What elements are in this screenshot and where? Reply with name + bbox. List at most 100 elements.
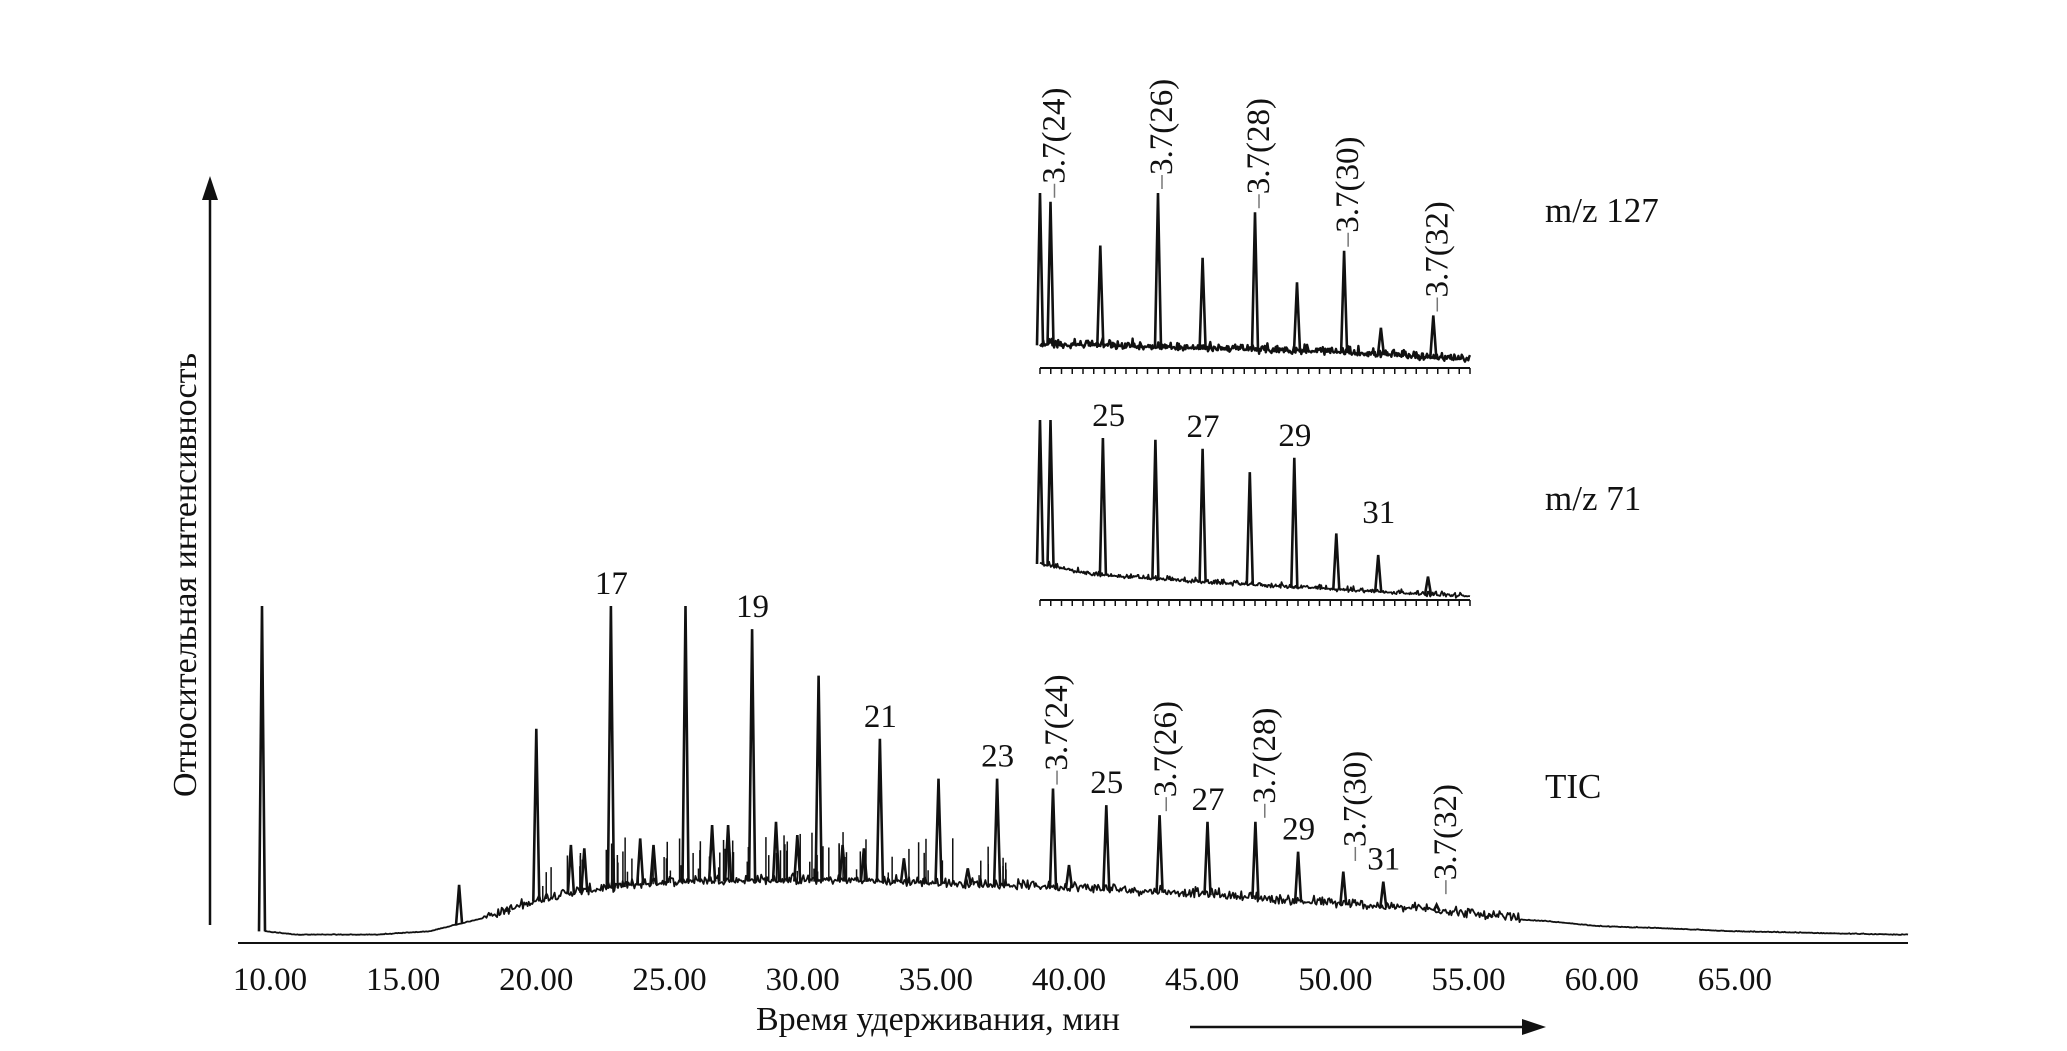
peak bbox=[747, 629, 757, 882]
peak bbox=[1373, 554, 1383, 593]
peak bbox=[1155, 815, 1164, 893]
trace-mz-127: 3.7(24) 3.7(26) 3.7(28) 3.7(30) 3.7(32) bbox=[1035, 79, 1472, 374]
x-tick-label: 40.00 bbox=[1032, 962, 1106, 998]
x-axis-title: Время удерживания, мин bbox=[756, 1001, 1120, 1038]
peak bbox=[606, 605, 616, 889]
peak bbox=[1292, 282, 1302, 352]
peak bbox=[1251, 821, 1260, 900]
peak-label: 3.7(32) bbox=[1419, 201, 1455, 297]
peak bbox=[1429, 315, 1438, 358]
peak bbox=[502, 905, 512, 913]
trace-label-mz-71: m/z 71 bbox=[1545, 479, 1641, 518]
peak bbox=[723, 825, 733, 882]
peak-label: 3.7(26) bbox=[1148, 701, 1184, 797]
peak bbox=[1250, 212, 1260, 351]
x-tick-label: 45.00 bbox=[1165, 962, 1239, 998]
trace-mz-71: 25 27 29 31 bbox=[1035, 398, 1471, 606]
peak bbox=[649, 844, 658, 885]
trace-tic: 17 19 21 23 3.7(24) 25 3.7(26)27 3.7(28) 29 3.7(3… bbox=[257, 566, 1909, 936]
x-tick-label: 50.00 bbox=[1298, 962, 1372, 998]
x-tick-label: 65.00 bbox=[1698, 962, 1772, 998]
x-tick-label: 10.00 bbox=[233, 962, 307, 998]
peak bbox=[1048, 788, 1058, 888]
peak bbox=[1198, 257, 1207, 349]
peak bbox=[814, 675, 823, 882]
peak-label: 3.7(28) bbox=[1247, 708, 1283, 804]
peak-label: 25 bbox=[1090, 765, 1123, 801]
peak bbox=[1035, 419, 1045, 565]
peak bbox=[1290, 457, 1299, 588]
peak bbox=[992, 778, 1002, 887]
peak bbox=[532, 728, 541, 902]
peak bbox=[1096, 245, 1105, 346]
peak bbox=[454, 884, 464, 925]
peak bbox=[1376, 327, 1386, 356]
peak-label: 3.7(30) bbox=[1337, 751, 1373, 847]
peak-label: 27 bbox=[1187, 409, 1220, 445]
x-tick-label: 30.00 bbox=[766, 962, 840, 998]
x-tick-label: 35.00 bbox=[899, 962, 973, 998]
peak bbox=[1098, 437, 1108, 576]
peak-label: 3.7(24) bbox=[1039, 674, 1075, 770]
peak bbox=[771, 821, 781, 882]
peak-label: 29 bbox=[1278, 418, 1311, 454]
peak bbox=[1245, 472, 1255, 585]
trace-label-tic: TIC bbox=[1545, 767, 1601, 806]
peak bbox=[1153, 192, 1163, 348]
peak bbox=[1339, 871, 1348, 906]
peak bbox=[1379, 881, 1388, 908]
peak bbox=[635, 838, 645, 886]
peak bbox=[875, 738, 885, 883]
peak bbox=[963, 868, 973, 886]
peak bbox=[1102, 805, 1111, 891]
peak bbox=[838, 844, 847, 882]
peak bbox=[1332, 533, 1341, 590]
peak bbox=[1046, 201, 1055, 346]
peak bbox=[934, 778, 943, 885]
peak bbox=[1064, 864, 1074, 889]
peak-label: 17 bbox=[595, 566, 628, 602]
x-axis-direction-arrowhead bbox=[1522, 1019, 1546, 1035]
x-tick-label: 20.00 bbox=[499, 962, 573, 998]
peak-label: 25 bbox=[1092, 398, 1125, 434]
peak bbox=[1035, 192, 1045, 346]
peak-label: 3.7(24) bbox=[1037, 88, 1073, 184]
peak bbox=[859, 848, 869, 882]
peak-label: 3.7(32) bbox=[1428, 784, 1464, 880]
peak-label: 21 bbox=[864, 699, 897, 735]
peak bbox=[1423, 576, 1433, 595]
trace-label-mz-127: m/z 127 bbox=[1545, 191, 1659, 230]
peak bbox=[1293, 851, 1303, 903]
peak bbox=[793, 835, 802, 882]
peak bbox=[1203, 821, 1212, 896]
peak bbox=[681, 605, 690, 883]
peak-label: 29 bbox=[1282, 812, 1315, 848]
peak-label: 23 bbox=[981, 739, 1014, 775]
y-axis-arrowhead bbox=[202, 176, 218, 200]
peak-label: 27 bbox=[1192, 782, 1225, 818]
peak bbox=[1432, 901, 1441, 912]
peak bbox=[1151, 439, 1160, 580]
peak bbox=[580, 848, 589, 893]
peak bbox=[1198, 448, 1207, 583]
peak-label: 3.7(30) bbox=[1330, 137, 1366, 233]
trace-baseline bbox=[1039, 560, 1471, 599]
peak bbox=[1485, 913, 1494, 919]
peak bbox=[257, 605, 267, 932]
trace-baseline bbox=[264, 872, 1909, 936]
peak-label: 31 bbox=[1362, 495, 1395, 531]
peak bbox=[707, 825, 717, 882]
peak bbox=[1046, 419, 1055, 567]
x-axis-tick-labels: 10.00 15.00 20.00 25.00 30.00 35.00 40.00 45.00… bbox=[233, 962, 1772, 998]
peak bbox=[899, 858, 909, 884]
peak bbox=[566, 844, 576, 894]
trace-baseline bbox=[1039, 336, 1472, 363]
peak-label: 3.7(28) bbox=[1241, 98, 1277, 194]
y-axis-title: Относительная интенсивность bbox=[167, 353, 204, 797]
peak-label: 31 bbox=[1367, 842, 1400, 878]
x-tick-label: 55.00 bbox=[1431, 962, 1505, 998]
x-tick-label: 25.00 bbox=[632, 962, 706, 998]
peak-label: 19 bbox=[736, 589, 769, 625]
x-tick-label: 60.00 bbox=[1565, 962, 1639, 998]
